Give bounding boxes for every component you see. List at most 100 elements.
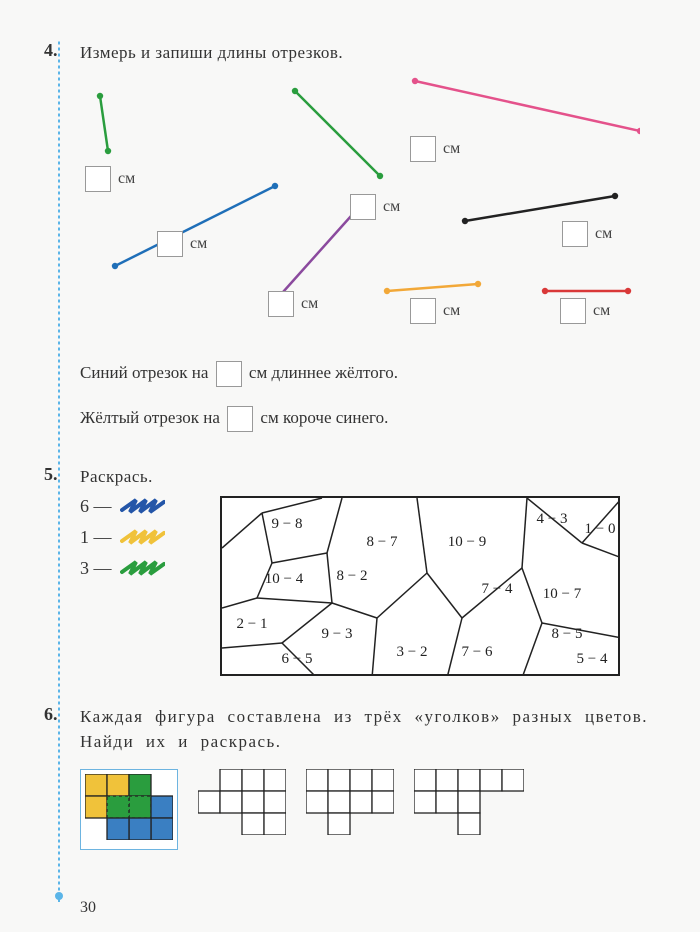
measure-box[interactable] — [560, 298, 586, 324]
grid-cell — [350, 769, 372, 791]
blank-shape — [198, 769, 286, 835]
scribble-icon — [120, 527, 165, 547]
region-expression: 5 − 4 — [577, 651, 608, 667]
segment-endpoint — [542, 287, 548, 293]
exercise-number: 4. — [44, 40, 58, 61]
region-expression: 8 − 7 — [367, 534, 398, 550]
region-border — [332, 603, 377, 618]
region-border — [222, 513, 262, 548]
region-expression: 6 − 5 — [282, 651, 313, 667]
segment-endpoint — [97, 92, 103, 98]
region-expression: 10 − 7 — [543, 586, 582, 602]
region-border — [522, 498, 527, 568]
grid-cell — [129, 796, 151, 818]
segment-endpoint — [412, 77, 418, 83]
color-legend: 6 —1 —3 — — [80, 496, 200, 589]
grid-cell — [306, 769, 328, 791]
line-segment — [465, 196, 615, 221]
grid-cell — [306, 791, 328, 813]
grid-cell — [264, 813, 286, 835]
grid-cell — [414, 769, 436, 791]
region-expression: 9 − 8 — [272, 516, 303, 532]
scribble-icon — [120, 496, 165, 516]
region-expression: 7 − 4 — [482, 581, 513, 597]
grid-cell — [328, 813, 350, 835]
region-expression: 10 − 4 — [265, 571, 304, 587]
region-border — [522, 623, 542, 676]
shapes-row — [80, 769, 650, 850]
line-segment — [115, 186, 275, 266]
measure-box[interactable] — [85, 166, 111, 192]
grid-cell — [458, 791, 480, 813]
scribble-icon — [120, 558, 165, 578]
line-segment — [415, 81, 640, 131]
grid-cell — [264, 769, 286, 791]
segment-endpoint — [637, 127, 640, 133]
region-expression: 10 − 9 — [448, 534, 486, 550]
legend-row: 1 — — [80, 527, 200, 548]
grid-cell — [328, 769, 350, 791]
fill-sentence-2: Жёлтый отрезок на см короче синего. — [80, 399, 650, 436]
segments-diagram: смсмсмсмсмсмсмсм — [80, 66, 640, 346]
region-border — [262, 498, 322, 513]
grid-cell — [242, 769, 264, 791]
line-segment — [100, 96, 108, 151]
sentence-part: см короче синего. — [260, 408, 388, 427]
segment-endpoint — [475, 280, 481, 286]
region-border — [257, 598, 332, 603]
segment-endpoint — [292, 87, 298, 93]
answer-box[interactable] — [227, 406, 253, 432]
region-border — [272, 553, 327, 563]
exercise-5: 5. Раскрась. 6 —1 —3 — 9 − 88 − 710 − 94… — [80, 464, 650, 676]
sentence-part: Синий отрезок на — [80, 363, 208, 382]
grid-cell — [151, 796, 173, 818]
page-dot-icon — [55, 892, 63, 900]
region-border — [222, 643, 282, 648]
grid-cell — [107, 796, 129, 818]
grid-cell — [242, 791, 264, 813]
grid-cell — [107, 818, 129, 840]
grid-cell — [372, 791, 394, 813]
measure-box[interactable] — [157, 231, 183, 257]
unit-label: см — [190, 235, 207, 253]
measure-box[interactable] — [350, 194, 376, 220]
line-segment — [387, 284, 478, 291]
region-expression: 8 − 5 — [552, 626, 583, 642]
exercise-6: 6. Каждая фигура составлена из трёх «уго… — [80, 704, 650, 850]
grid-cell — [480, 769, 502, 791]
line-segment — [275, 206, 360, 301]
grid-cell — [372, 769, 394, 791]
exercise-number: 6. — [44, 704, 58, 725]
unit-label: см — [383, 198, 400, 216]
answer-box[interactable] — [216, 361, 242, 387]
legend-value: 3 — — [80, 558, 112, 579]
measure-box[interactable] — [410, 136, 436, 162]
exercise-number: 5. — [44, 464, 58, 485]
region-border — [377, 573, 427, 618]
unit-label: см — [443, 140, 460, 158]
region-expression: 8 − 2 — [337, 568, 368, 584]
measure-box[interactable] — [268, 291, 294, 317]
unit-label: см — [118, 170, 135, 188]
region-expression: 1 − 0 — [585, 521, 616, 537]
measure-box[interactable] — [562, 221, 588, 247]
segment-endpoint — [272, 182, 278, 188]
region-border — [522, 568, 542, 623]
measure-box[interactable] — [410, 298, 436, 324]
region-border — [427, 573, 462, 618]
grid-cell — [328, 791, 350, 813]
region-border — [582, 543, 620, 558]
region-border — [447, 618, 462, 676]
region-border — [372, 618, 377, 676]
grid-cell — [85, 774, 107, 796]
line-segment — [295, 91, 380, 176]
region-border — [222, 598, 257, 608]
page-number: 30 — [80, 899, 96, 917]
grid-cell — [350, 791, 372, 813]
grid-cell — [502, 769, 524, 791]
region-border — [417, 498, 427, 573]
grid-cell — [107, 774, 129, 796]
fill-sentence-1: Синий отрезок на см длиннее жёлтого. — [80, 354, 650, 391]
legend-value: 1 — — [80, 527, 112, 548]
region-expression: 4 − 3 — [537, 511, 568, 527]
